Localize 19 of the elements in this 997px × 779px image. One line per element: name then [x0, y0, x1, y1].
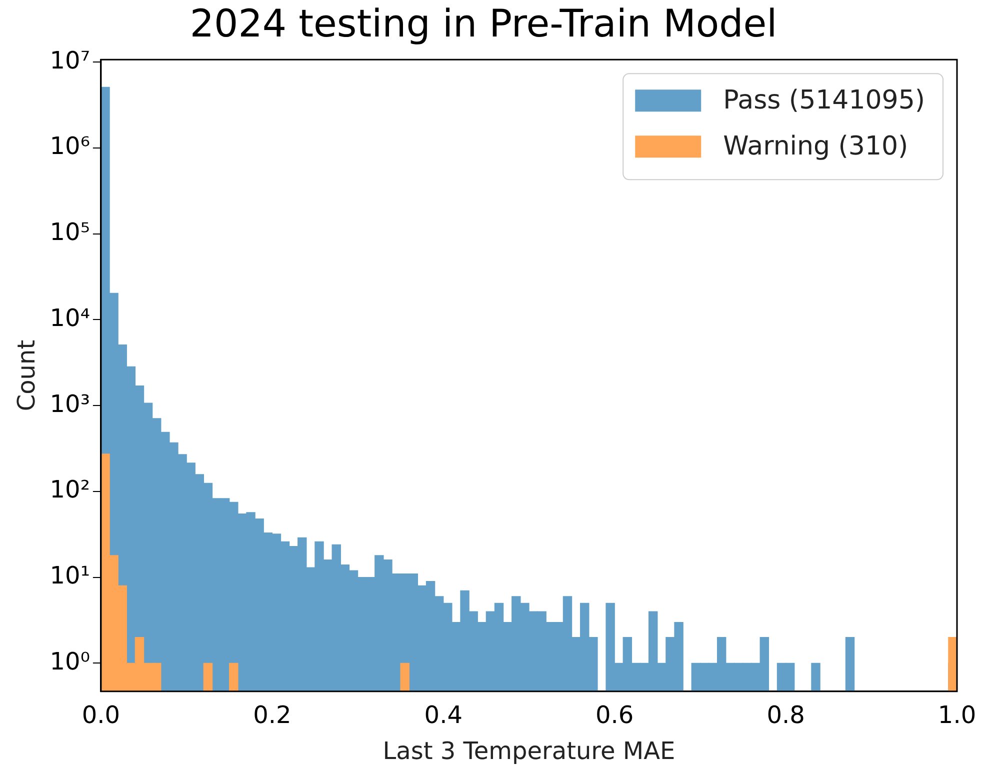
legend-label: Pass (5141095)	[723, 85, 926, 116]
x-tick-label: 0.8	[766, 701, 805, 730]
x-tick-label: 0.6	[596, 701, 634, 730]
chart-title: 2024 testing in Pre-Train Model	[190, 2, 778, 46]
x-axis-title: Last 3 Temperature MAE	[382, 736, 676, 765]
y-tick-label: 10⁴	[50, 304, 90, 332]
x-tick-label: 1.0	[938, 701, 976, 730]
y-tick-label: 10²	[50, 476, 90, 504]
x-tick-label: 0.0	[82, 701, 120, 730]
y-tick-label: 10⁷	[50, 46, 90, 74]
x-tick-label: 0.4	[424, 701, 462, 730]
y-tick-label: 10¹	[50, 562, 90, 590]
y-axis-title: Count	[12, 340, 41, 412]
y-tick-label: 10⁶	[50, 132, 90, 160]
y-tick-label: 10⁵	[50, 218, 90, 246]
legend-label: Warning (310)	[723, 131, 908, 162]
y-tick-label: 10⁰	[50, 647, 90, 676]
x-tick-label: 0.2	[253, 701, 292, 730]
y-tick-label: 10³	[50, 390, 90, 418]
